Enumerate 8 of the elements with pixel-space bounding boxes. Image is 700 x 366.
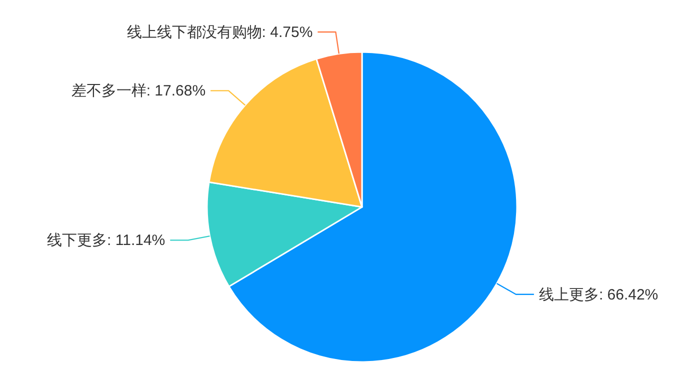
category-label: 线上更多: [538, 286, 599, 304]
data-label: : 11.14%: [107, 232, 166, 250]
data-label: : 4.75%: [262, 24, 313, 41]
data-label: : 66.42%: [598, 286, 658, 304]
category-label: 线下更多: [47, 232, 108, 250]
category-label: 差不多一样: [71, 82, 146, 100]
category-label: 线上线下都没有购物: [126, 24, 262, 41]
data-label: : 17.68%: [146, 82, 206, 100]
